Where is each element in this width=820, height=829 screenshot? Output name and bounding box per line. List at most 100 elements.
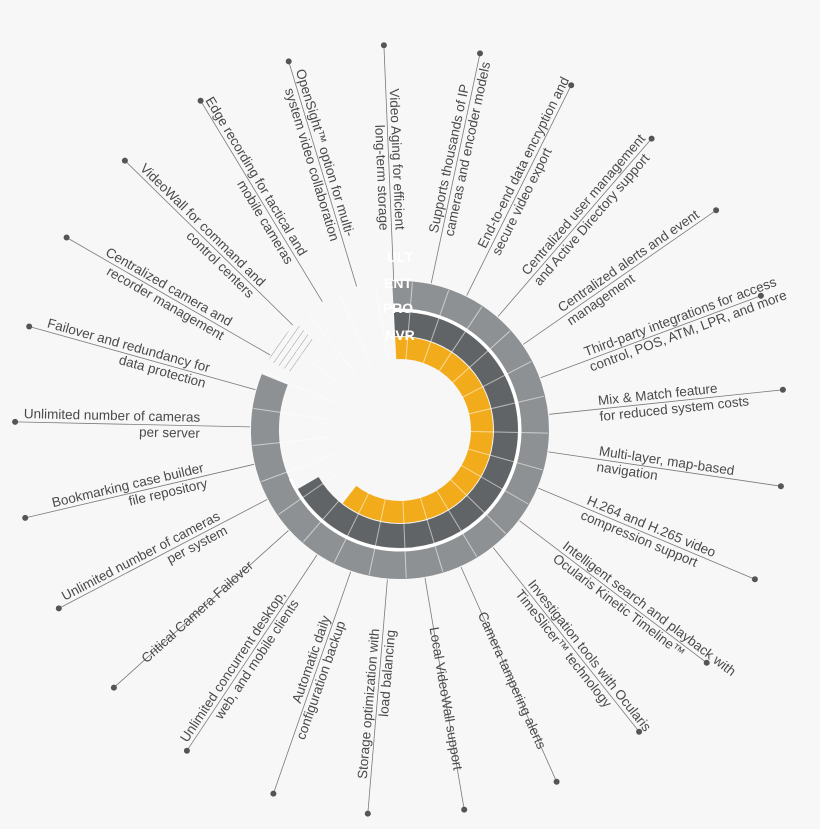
segment-divider (263, 372, 336, 404)
leader-lines (12, 42, 786, 817)
segment-divider (281, 340, 345, 389)
segment-divider (333, 492, 370, 563)
leader-dot (777, 483, 784, 490)
tier-label-pro: PRO (383, 300, 413, 316)
segment-divider (252, 436, 331, 446)
leader-line (460, 566, 557, 782)
leader-line (430, 53, 481, 284)
leader-line (549, 389, 783, 415)
feature-label-line: Camera tampering alerts (475, 609, 549, 751)
tier-label-nvr: NVR (385, 327, 415, 343)
leader-dot (757, 292, 764, 299)
segment-divider (402, 499, 407, 578)
segment-divider (461, 360, 532, 399)
leader-dot (461, 806, 468, 813)
leader-dot (477, 50, 483, 57)
nvr-ring (342, 337, 493, 523)
feature-label-line: load balancing (376, 629, 398, 717)
leader-line (58, 499, 268, 609)
segment-divider (422, 290, 450, 365)
feature-label-line: per server (139, 425, 201, 441)
leader-line (66, 237, 271, 356)
leader-dot (183, 747, 190, 754)
leader-line (519, 520, 707, 664)
leader-line (497, 138, 652, 317)
segment-divider (435, 489, 478, 557)
leader-line (424, 577, 465, 810)
leader-line (113, 530, 289, 688)
pro-ring (297, 312, 518, 548)
tier-rings (251, 281, 549, 579)
ent-ring (251, 281, 549, 579)
segment-divider (261, 453, 335, 483)
leader-dot (636, 728, 643, 735)
leader-line (538, 487, 756, 580)
leader-line (548, 451, 781, 487)
leader-dot (285, 58, 292, 65)
leader-line (367, 579, 388, 814)
leader-dot (55, 605, 62, 612)
leader-line (522, 209, 717, 345)
leader-line (273, 571, 352, 794)
segment-divider (302, 482, 355, 543)
leader-line (383, 45, 395, 281)
leader-dot (22, 514, 29, 521)
leader-dot (197, 97, 204, 104)
leader-dot (364, 810, 371, 817)
leader-line (492, 547, 640, 732)
leader-dot (26, 323, 33, 330)
segment-divider (449, 478, 507, 534)
leader-dot (110, 684, 117, 691)
segment-divider (419, 496, 444, 572)
feature-label-line: Unlimited number of cameras (24, 406, 201, 425)
leader-dot (380, 42, 387, 49)
feature-label-line: Video Aging for efficient (387, 88, 408, 230)
feature-label-line: and Active Directory support (531, 151, 653, 289)
tier-label-ent: ENT (384, 275, 412, 291)
leader-line (29, 326, 256, 391)
feature-label-line: control, POS, ATM, LPR, and more (588, 287, 789, 374)
feature-label: Local VideoWall support (426, 626, 465, 772)
tier-labels: ULT ENT PRO NVR (383, 249, 415, 343)
segment-divider (278, 469, 343, 515)
tier-label-ult: ULT (387, 249, 414, 265)
leader-dot (703, 659, 710, 666)
segment-divider (307, 313, 357, 376)
segment-divider (253, 407, 331, 421)
leader-dot (270, 790, 277, 797)
leader-dot (12, 418, 19, 425)
leader-dot (568, 82, 575, 89)
leader-line (15, 421, 251, 428)
leader-line (466, 85, 572, 296)
feature-label-line: Unlimited number of cameras (59, 508, 222, 603)
leader-dot (751, 576, 758, 583)
segment-divider (469, 431, 549, 434)
leader-line (288, 61, 357, 287)
segment-divider (438, 306, 483, 372)
segment-divider (405, 282, 413, 361)
segment-divider (460, 464, 529, 505)
leader-line (540, 295, 762, 379)
leader-line (124, 160, 294, 326)
leader-line (25, 463, 255, 519)
feature-label-line: TimeSlicer™ technology (512, 587, 614, 711)
leader-line (200, 100, 323, 302)
segment-divider (339, 294, 372, 367)
ring-separator (289, 308, 522, 552)
leader-dot (121, 157, 128, 164)
segment-divider (467, 448, 543, 471)
leader-dot (713, 207, 720, 214)
feature-label-line: long-term storage (372, 124, 391, 230)
feature-label: Camera tampering alerts (475, 609, 549, 751)
leader-dot (553, 778, 560, 785)
